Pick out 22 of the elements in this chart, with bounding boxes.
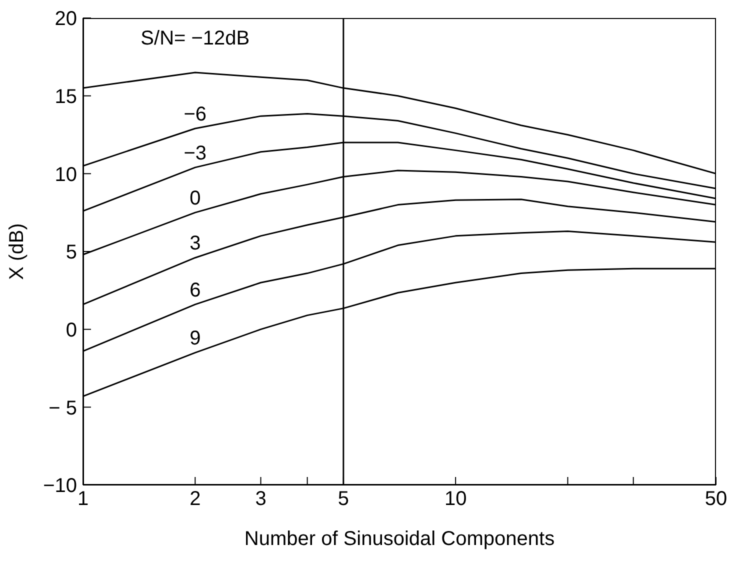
y-tick-label: −10 — [43, 475, 77, 498]
y-axis-title: X (dB) — [6, 223, 28, 280]
series-label: 6 — [190, 279, 201, 302]
series-label: S/N= −12dB — [140, 27, 250, 50]
x-tick-label: 1 — [77, 488, 89, 510]
x-axis-title: Number of Sinusoidal Components — [244, 528, 555, 550]
x-tick-label: 10 — [444, 488, 467, 510]
x-tick-label: 2 — [190, 488, 201, 510]
y-tick-label: − 5 — [48, 397, 77, 420]
x-tick-label: 50 — [704, 488, 728, 510]
x-tick-label: 3 — [255, 488, 266, 510]
y-tick-label: 5 — [66, 242, 77, 264]
series-label: 0 — [190, 188, 201, 210]
series-label: −3 — [184, 142, 207, 164]
y-tick-label: 0 — [66, 319, 77, 342]
series-label: −6 — [184, 104, 207, 126]
series-label: 3 — [190, 232, 201, 255]
y-tick-label: 10 — [54, 164, 77, 186]
series-label: 9 — [190, 328, 201, 350]
y-tick-label: 20 — [54, 8, 77, 30]
x-tick-label: 5 — [338, 488, 349, 510]
y-tick-label: 15 — [54, 86, 77, 108]
